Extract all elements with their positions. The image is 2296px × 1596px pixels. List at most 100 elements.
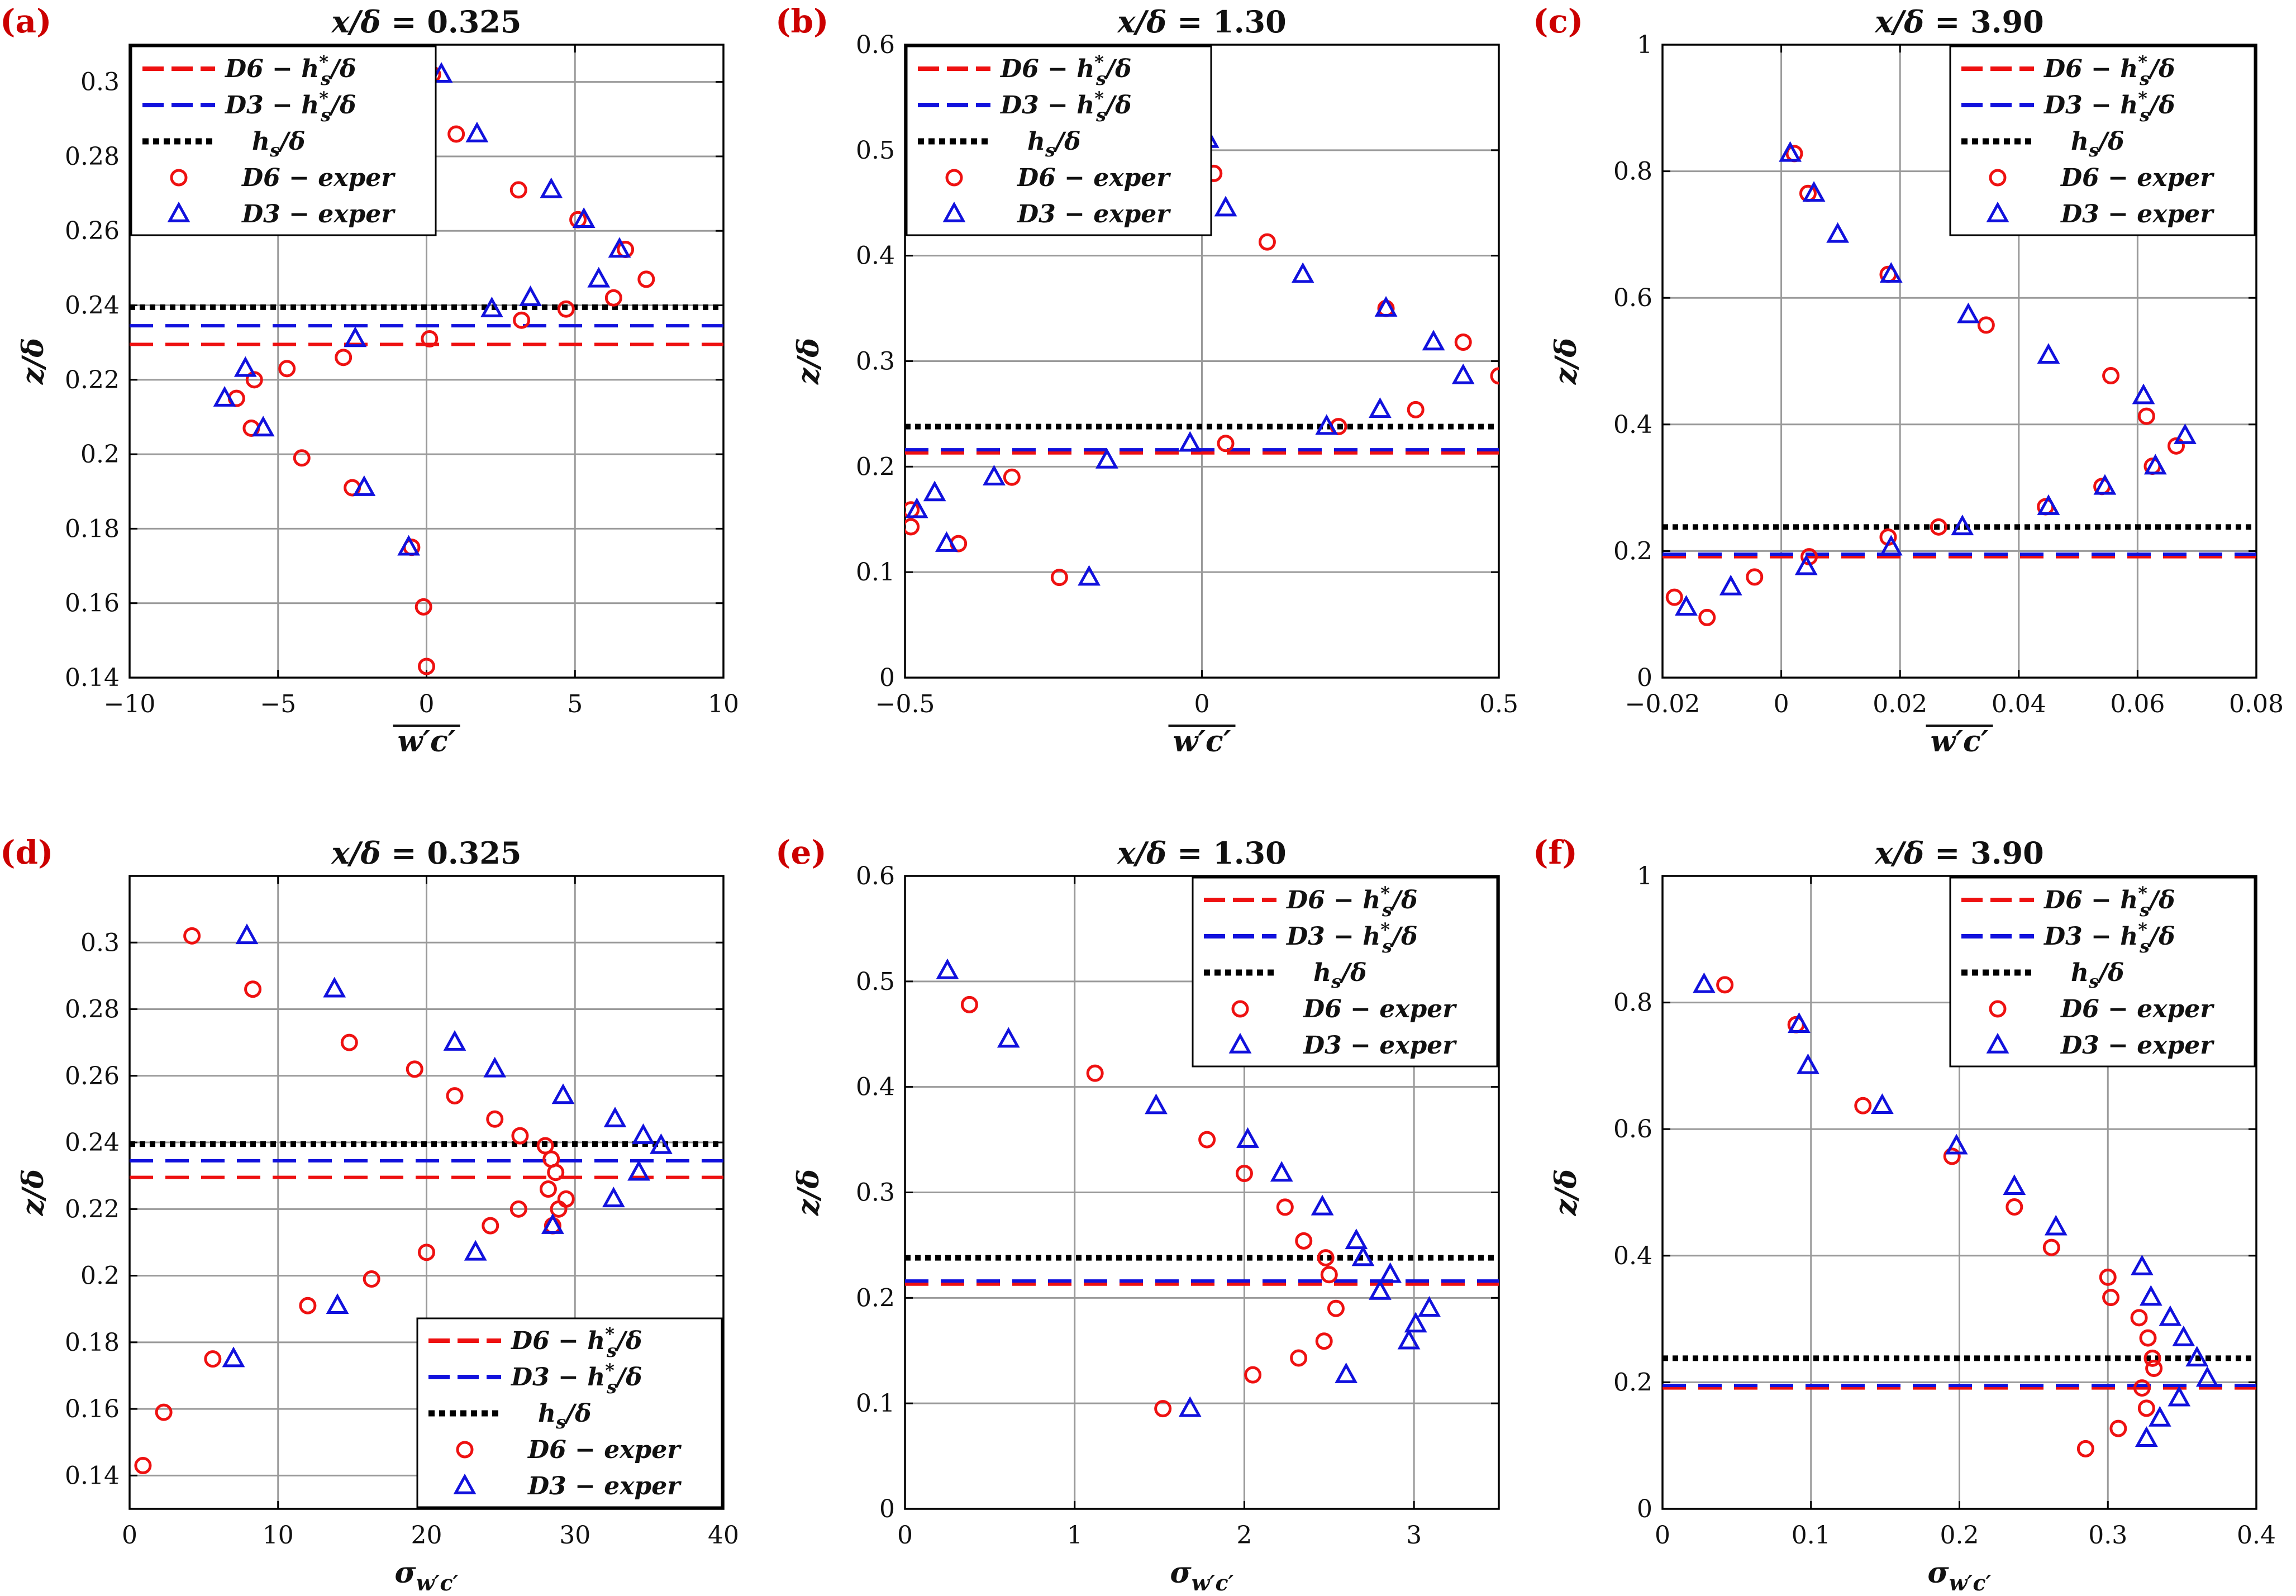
x-tick-label: 3 xyxy=(1406,1521,1422,1550)
D6-exper-point xyxy=(293,449,311,467)
D6-exper-point xyxy=(1217,435,1235,452)
D3-exper-point xyxy=(480,297,503,317)
plot-area xyxy=(905,127,1499,587)
x-tick-label: −0.02 xyxy=(1625,690,1700,718)
D3-exper-point xyxy=(1675,595,1698,616)
D3-exper-point xyxy=(1879,262,1903,283)
panel-title: x/δ = 1.30 xyxy=(1117,4,1286,40)
legend-D3-line-label: D3 − h* s/δ xyxy=(999,88,1131,126)
D6-exper-point xyxy=(447,125,465,143)
y-axis-label: z/δ xyxy=(1549,338,1583,385)
panel-title: x/δ = 3.90 xyxy=(1874,835,2043,871)
legend-D6-exper-label: D6 − exper xyxy=(527,1436,682,1464)
D3-exper-point xyxy=(1270,1161,1293,1182)
y-axis-label: z/δ xyxy=(16,338,50,385)
D3-exper-point xyxy=(935,531,958,552)
D3-exper-point xyxy=(1315,414,1338,435)
y-axis-label: z/δ xyxy=(792,338,826,385)
D6-exper-point xyxy=(2133,1379,2151,1397)
D6-exper-point xyxy=(340,1033,358,1051)
x-tick-label: 10 xyxy=(263,1521,294,1550)
legend-D6-exper-swatch xyxy=(1231,1000,1249,1018)
panel-label: (c) xyxy=(1533,2,1583,40)
D3-exper-point xyxy=(326,1293,349,1314)
x-tick-label: −10 xyxy=(104,690,156,718)
D3-exper-point xyxy=(2172,1325,2195,1346)
x-tick-label: −0.5 xyxy=(875,690,935,718)
x-axis-label: σw′c′ xyxy=(1170,1556,1233,1595)
x-axis-label: σw′c′ xyxy=(1927,1556,1991,1595)
legend-D3-exper-swatch xyxy=(1228,1032,1252,1054)
x-tick-label: 10 xyxy=(708,690,739,718)
legend-D6-line-label: D6 − h* s/δ xyxy=(1285,883,1417,921)
D6-exper-point xyxy=(2130,1309,2148,1327)
D6-exper-point xyxy=(2102,1289,2120,1307)
x-axis-label: w′c′ xyxy=(398,725,456,759)
y-tick-label: 0.4 xyxy=(856,1073,895,1102)
D6-exper-point xyxy=(486,1110,504,1128)
D3-exper-point xyxy=(649,1133,673,1154)
D6-exper-point xyxy=(1244,1366,1262,1384)
y-tick-label: 0.2 xyxy=(856,1284,895,1312)
y-tick-label: 0.26 xyxy=(65,1062,120,1090)
D6-exper-point xyxy=(1454,334,1472,351)
D6-exper-point xyxy=(2076,1440,2094,1457)
D6-exper-point xyxy=(2109,1419,2127,1437)
legend-D3-exper-swatch xyxy=(453,1473,477,1494)
panel-title: x/δ = 3.90 xyxy=(1874,4,2043,40)
y-tick-label: 0.5 xyxy=(856,968,895,996)
y-axis-label: z/δ xyxy=(792,1169,826,1216)
legend-D6-exper-swatch xyxy=(945,169,963,187)
D3-exper-point xyxy=(222,1346,245,1368)
D3-exper-point xyxy=(2139,1285,2162,1306)
D3-exper-point xyxy=(997,1027,1020,1048)
D3-exper-point xyxy=(632,1123,655,1144)
D3-exper-point xyxy=(2143,454,2167,475)
panel-a: −10 −5 0 5 10 0.14 0.16 0.18 0.2 0.22 0.24 0.26 0.28… xyxy=(0,2,739,759)
plot-area xyxy=(1663,972,2256,1457)
D3-exper-point xyxy=(1345,1228,1368,1250)
legend-D6-line-label: D6 − h* s/δ xyxy=(510,1323,642,1361)
D3-exper-point xyxy=(2132,383,2155,404)
D3-exper-point xyxy=(2044,1214,2068,1236)
x-tick-label: 0.1 xyxy=(1792,1521,1831,1550)
D3-exper-point xyxy=(2003,1174,2026,1195)
legend-D6-exper-swatch xyxy=(1989,169,2007,187)
y-tick-label: 0 xyxy=(879,664,895,692)
panel-f: 0 0.1 0.2 0.3 0.4 0 0.2 0.4 0.6 0.8 1 (f) x/δ = 3.90… xyxy=(1533,833,2276,1595)
D3-exper-point xyxy=(1451,363,1475,384)
y-tick-label: 0.24 xyxy=(65,292,120,320)
legend: D6 − h* s/δD3 − h* s/δhs/δ D6 − exper D3 − e… xyxy=(1949,45,2256,236)
D6-exper-point xyxy=(415,598,432,616)
legend-hs-label: hs/δ xyxy=(1027,127,1080,161)
axes-frame xyxy=(1661,44,2257,679)
plot-area xyxy=(130,62,723,675)
D6-exper-point xyxy=(482,1217,499,1235)
D3-exper-point xyxy=(1178,431,1202,452)
y-tick-label: 0 xyxy=(1637,664,1652,692)
x-tick-label: 0 xyxy=(419,690,435,718)
y-tick-label: 0.4 xyxy=(1613,1242,1652,1270)
legend-D3-exper-label: D3 − exper xyxy=(1016,200,1171,228)
x-axis-label: σw′c′ xyxy=(394,1556,458,1595)
D6-exper-point xyxy=(1276,1198,1294,1216)
legend-D3-line-label: D3 − h* s/δ xyxy=(2043,88,2175,126)
D3-exper-point xyxy=(1794,554,1818,575)
y-tick-label: 0.3 xyxy=(80,928,120,957)
x-tick-label: 0 xyxy=(122,1521,137,1550)
D3-exper-point xyxy=(2159,1305,2182,1326)
D3-exper-point xyxy=(430,62,453,83)
y-tick-label: 0.2 xyxy=(80,440,120,469)
D6-exper-point xyxy=(905,518,920,536)
legend-hs-label: hs/δ xyxy=(538,1399,591,1433)
legend-D3-exper-label: D3 − exper xyxy=(2060,1031,2214,1060)
panel-title: x/δ = 1.30 xyxy=(1117,835,1286,871)
y-tick-label: 0.8 xyxy=(1613,989,1652,1017)
D3-exper-point xyxy=(2037,494,2060,515)
D3-exper-point xyxy=(251,416,275,437)
D3-exper-point xyxy=(1311,1194,1334,1216)
D3-exper-point xyxy=(353,475,376,496)
x-tick-label: 0.5 xyxy=(1479,690,1518,718)
D3-exper-point xyxy=(1802,181,1826,202)
D6-exper-point xyxy=(2006,1198,2023,1216)
